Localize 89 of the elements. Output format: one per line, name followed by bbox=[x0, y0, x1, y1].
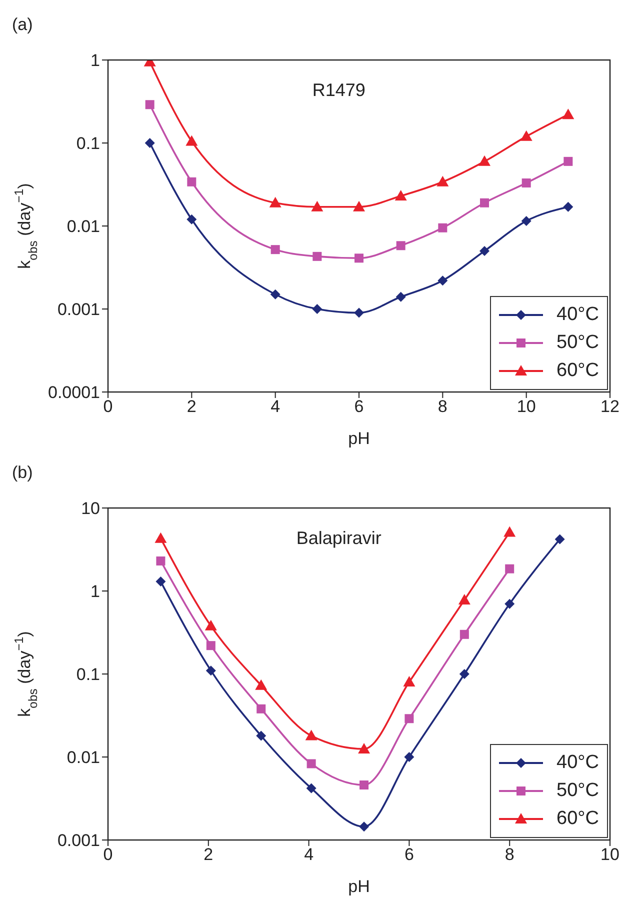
point bbox=[563, 202, 574, 212]
point bbox=[564, 156, 573, 166]
text: (a) bbox=[12, 15, 33, 34]
point bbox=[438, 276, 448, 286]
point bbox=[522, 178, 531, 188]
point bbox=[359, 822, 370, 832]
point bbox=[360, 780, 369, 790]
x-axis-title: pH bbox=[348, 877, 370, 896]
x-tick-label: 12 bbox=[600, 397, 620, 416]
x-tick-label: 10 bbox=[516, 397, 536, 416]
y-tick-label: 1 bbox=[90, 51, 100, 70]
point bbox=[186, 214, 197, 224]
point bbox=[270, 245, 280, 254]
point bbox=[396, 241, 406, 250]
point bbox=[396, 292, 406, 302]
legend-label: 40°C bbox=[556, 303, 599, 327]
y-tick-label: 0.01 bbox=[66, 748, 100, 768]
x-tick-label: 4 bbox=[304, 845, 314, 864]
legend-label: 50°C bbox=[556, 331, 599, 355]
point bbox=[554, 534, 565, 544]
point bbox=[306, 759, 316, 768]
legend-label: 50°C bbox=[556, 779, 599, 803]
x-tick-label: 0 bbox=[103, 397, 113, 416]
y-tick-label: 0.1 bbox=[76, 134, 100, 154]
point bbox=[504, 598, 515, 609]
point bbox=[256, 730, 266, 741]
y-tick-label: 10 bbox=[81, 499, 100, 518]
point bbox=[520, 130, 532, 141]
x-tick-label: 10 bbox=[600, 845, 620, 864]
point bbox=[255, 679, 268, 690]
point bbox=[206, 666, 216, 676]
text: R1479 bbox=[312, 80, 366, 100]
point bbox=[521, 216, 532, 226]
point bbox=[394, 190, 407, 200]
y-tick-label: 0.1 bbox=[76, 665, 100, 684]
point bbox=[256, 704, 266, 714]
text: Balapiravir bbox=[296, 528, 382, 548]
point bbox=[269, 196, 282, 208]
point bbox=[156, 576, 166, 587]
point bbox=[438, 223, 448, 232]
point bbox=[354, 254, 364, 263]
point bbox=[312, 304, 322, 314]
point bbox=[404, 752, 414, 762]
point bbox=[144, 138, 155, 148]
point bbox=[562, 108, 574, 120]
point bbox=[478, 155, 490, 166]
legend-label: 40°C bbox=[556, 751, 599, 775]
y-tick-label: 0.001 bbox=[57, 831, 100, 850]
point bbox=[353, 200, 365, 212]
y-tick-label: 0.001 bbox=[57, 300, 100, 320]
point bbox=[206, 641, 216, 650]
point bbox=[187, 177, 196, 186]
y-tick-label: 0.01 bbox=[66, 217, 100, 236]
point bbox=[145, 100, 154, 110]
x-tick-label: 6 bbox=[354, 397, 364, 416]
point bbox=[505, 564, 514, 574]
point bbox=[204, 620, 217, 630]
point bbox=[305, 730, 318, 740]
legend-label: 60°C bbox=[556, 359, 599, 383]
point bbox=[306, 783, 316, 794]
point bbox=[270, 289, 280, 300]
point bbox=[504, 526, 516, 537]
point bbox=[460, 630, 469, 639]
point bbox=[403, 676, 416, 687]
y-tick-label: 0.0001 bbox=[48, 383, 100, 402]
point bbox=[156, 556, 166, 566]
point bbox=[186, 135, 198, 146]
x-tick-label: 2 bbox=[204, 845, 214, 864]
x-tick-label: 8 bbox=[438, 397, 448, 416]
x-tick-label: 4 bbox=[270, 397, 280, 416]
point bbox=[480, 246, 490, 256]
point bbox=[404, 714, 414, 724]
point bbox=[312, 252, 322, 261]
x-tick-label: 0 bbox=[103, 845, 113, 864]
point bbox=[154, 532, 167, 543]
point bbox=[358, 742, 370, 754]
x-tick-label: 6 bbox=[404, 845, 414, 864]
point bbox=[436, 176, 449, 186]
point bbox=[480, 198, 489, 208]
point bbox=[354, 308, 364, 318]
x-axis-title: pH bbox=[348, 429, 370, 448]
y-tick-label: 1 bbox=[90, 582, 100, 602]
x-tick-label: 2 bbox=[186, 397, 196, 416]
x-tick-label: 8 bbox=[504, 845, 514, 864]
text: (b) bbox=[12, 463, 33, 482]
point bbox=[458, 594, 470, 604]
legend-label: 60°C bbox=[556, 807, 599, 831]
point bbox=[459, 669, 470, 679]
point bbox=[311, 200, 324, 212]
